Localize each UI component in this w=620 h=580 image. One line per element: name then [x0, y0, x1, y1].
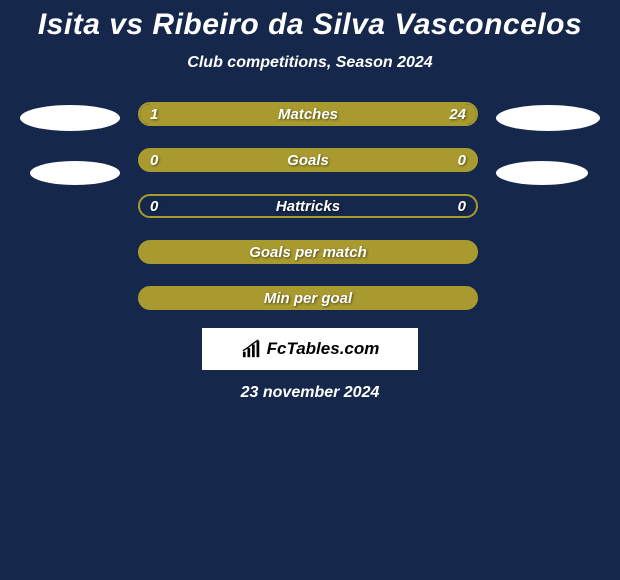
source-logo-text: FcTables.com — [267, 339, 380, 359]
bar-value-left: 1 — [150, 106, 158, 123]
bar-value-left: 0 — [150, 198, 158, 215]
date-text: 23 november 2024 — [0, 384, 620, 402]
stat-bar-matches: 1 24 Matches — [138, 102, 478, 126]
bar-label: Min per goal — [264, 290, 352, 307]
stat-bar-goals: 0 0 Goals — [138, 148, 478, 172]
right-ellipse-column — [496, 102, 600, 185]
source-logo-box: FcTables.com — [202, 328, 418, 370]
bar-label: Hattricks — [276, 198, 340, 215]
main-container: Isita vs Ribeiro da Silva Vasconcelos Cl… — [0, 0, 620, 402]
page-subtitle: Club competitions, Season 2024 — [0, 54, 620, 72]
bar-value-right: 0 — [458, 198, 466, 215]
bar-label: Goals — [287, 152, 329, 169]
stat-bars-column: 1 24 Matches 0 0 Goals 0 0 Hattricks Goals per ma… — [138, 102, 478, 310]
player-left-ellipse-2 — [30, 161, 120, 185]
stats-section: 1 24 Matches 0 0 Goals 0 0 Hattricks Goals per ma… — [0, 102, 620, 310]
player-left-ellipse-1 — [20, 105, 120, 131]
stat-bar-hattricks: 0 0 Hattricks — [138, 194, 478, 218]
bar-value-right: 0 — [458, 152, 466, 169]
page-title: Isita vs Ribeiro da Silva Vasconcelos — [0, 8, 620, 42]
bar-label: Goals per match — [249, 244, 367, 261]
stat-bar-min-per-goal: Min per goal — [138, 286, 478, 310]
player-right-ellipse-1 — [496, 105, 600, 131]
stat-bar-goals-per-match: Goals per match — [138, 240, 478, 264]
bar-label: Matches — [278, 106, 338, 123]
left-ellipse-column — [20, 102, 120, 185]
player-right-ellipse-2 — [496, 161, 588, 185]
chart-icon — [241, 339, 263, 359]
bar-value-left: 0 — [150, 152, 158, 169]
source-logo: FcTables.com — [241, 339, 380, 359]
bar-value-right: 24 — [449, 106, 466, 123]
